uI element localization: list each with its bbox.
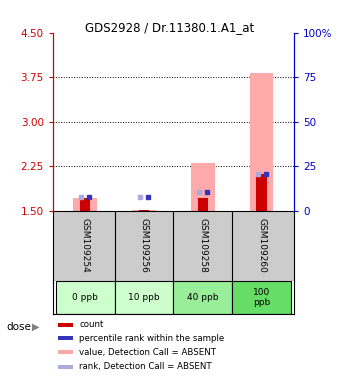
Bar — [132, 210, 156, 211]
Text: count: count — [79, 320, 104, 329]
Text: GSM109260: GSM109260 — [257, 218, 266, 273]
Bar — [57, 350, 73, 354]
Text: GSM109258: GSM109258 — [198, 218, 207, 273]
Text: 0 ppb: 0 ppb — [72, 293, 98, 302]
Bar — [198, 198, 208, 211]
Bar — [73, 198, 97, 211]
Text: rank, Detection Call = ABSENT: rank, Detection Call = ABSENT — [79, 362, 212, 371]
Text: value, Detection Call = ABSENT: value, Detection Call = ABSENT — [79, 348, 216, 356]
Text: 100
ppb: 100 ppb — [253, 288, 270, 307]
Bar — [57, 336, 73, 340]
Text: dose: dose — [7, 322, 32, 332]
Bar — [232, 281, 291, 314]
Bar — [115, 281, 173, 314]
Bar — [56, 281, 115, 314]
Text: GDS2928 / Dr.11380.1.A1_at: GDS2928 / Dr.11380.1.A1_at — [85, 21, 255, 34]
Bar — [250, 73, 273, 211]
Bar — [57, 323, 73, 327]
Bar — [139, 210, 149, 211]
Text: 40 ppb: 40 ppb — [187, 293, 219, 302]
Text: GSM109256: GSM109256 — [139, 218, 149, 273]
Bar — [256, 174, 267, 211]
Text: 10 ppb: 10 ppb — [128, 293, 160, 302]
Text: ▶: ▶ — [32, 322, 40, 332]
Text: percentile rank within the sample: percentile rank within the sample — [79, 334, 224, 343]
Bar — [191, 163, 215, 211]
Bar — [173, 281, 232, 314]
Bar — [57, 364, 73, 369]
Text: GSM109254: GSM109254 — [81, 218, 89, 273]
Bar — [80, 198, 90, 211]
